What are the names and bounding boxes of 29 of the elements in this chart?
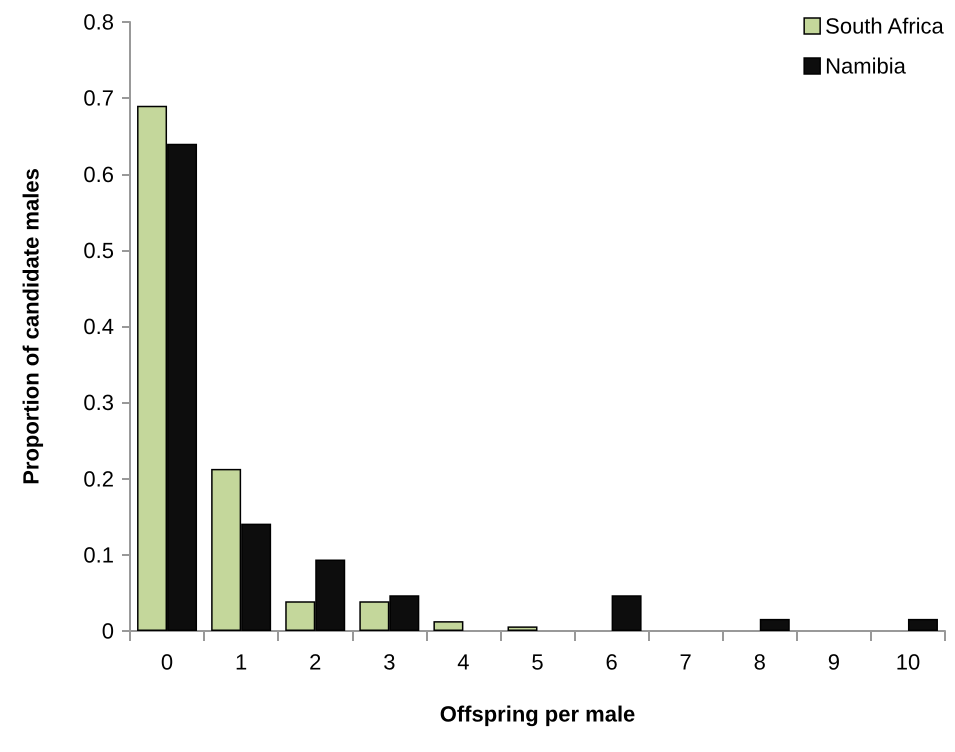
y-tick-label: 0.2	[83, 466, 114, 492]
y-tick-label: 0.3	[83, 390, 114, 416]
bar	[908, 618, 938, 631]
x-tick-label: 5	[531, 650, 544, 674]
bar	[508, 626, 538, 631]
x-tick-label: 7	[680, 650, 692, 674]
legend-label: Namibia	[825, 54, 907, 78]
y-tick-label: 0.5	[83, 238, 114, 263]
x-tick-label: 9	[828, 650, 840, 674]
y-tick-label: 0.6	[83, 162, 114, 187]
legend-label: South Africa	[825, 14, 945, 38]
bar	[433, 621, 464, 631]
x-tick-label: 6	[605, 650, 618, 674]
x-tick-label: 0	[160, 650, 174, 674]
y-tick-label: 0.1	[83, 542, 114, 568]
y-tick-label: 0.8	[83, 10, 114, 34]
x-tick-label: 10	[896, 650, 920, 674]
x-tick-label: 2	[309, 650, 322, 674]
bar	[760, 618, 790, 631]
bar	[612, 595, 642, 631]
x-tick-label: 4	[457, 650, 470, 674]
x-tick-label: 8	[754, 650, 766, 674]
y-tick-label: 0.4	[83, 314, 114, 339]
x-tick-label: 1	[235, 650, 248, 674]
x-tick-label: 3	[383, 650, 396, 674]
x-axis-title: Offspring per male	[440, 702, 636, 726]
y-tick-label: 0.7	[83, 86, 114, 111]
y-axis-title: Proportion of candidate males	[18, 168, 44, 485]
y-tick-label: 0	[102, 618, 114, 644]
